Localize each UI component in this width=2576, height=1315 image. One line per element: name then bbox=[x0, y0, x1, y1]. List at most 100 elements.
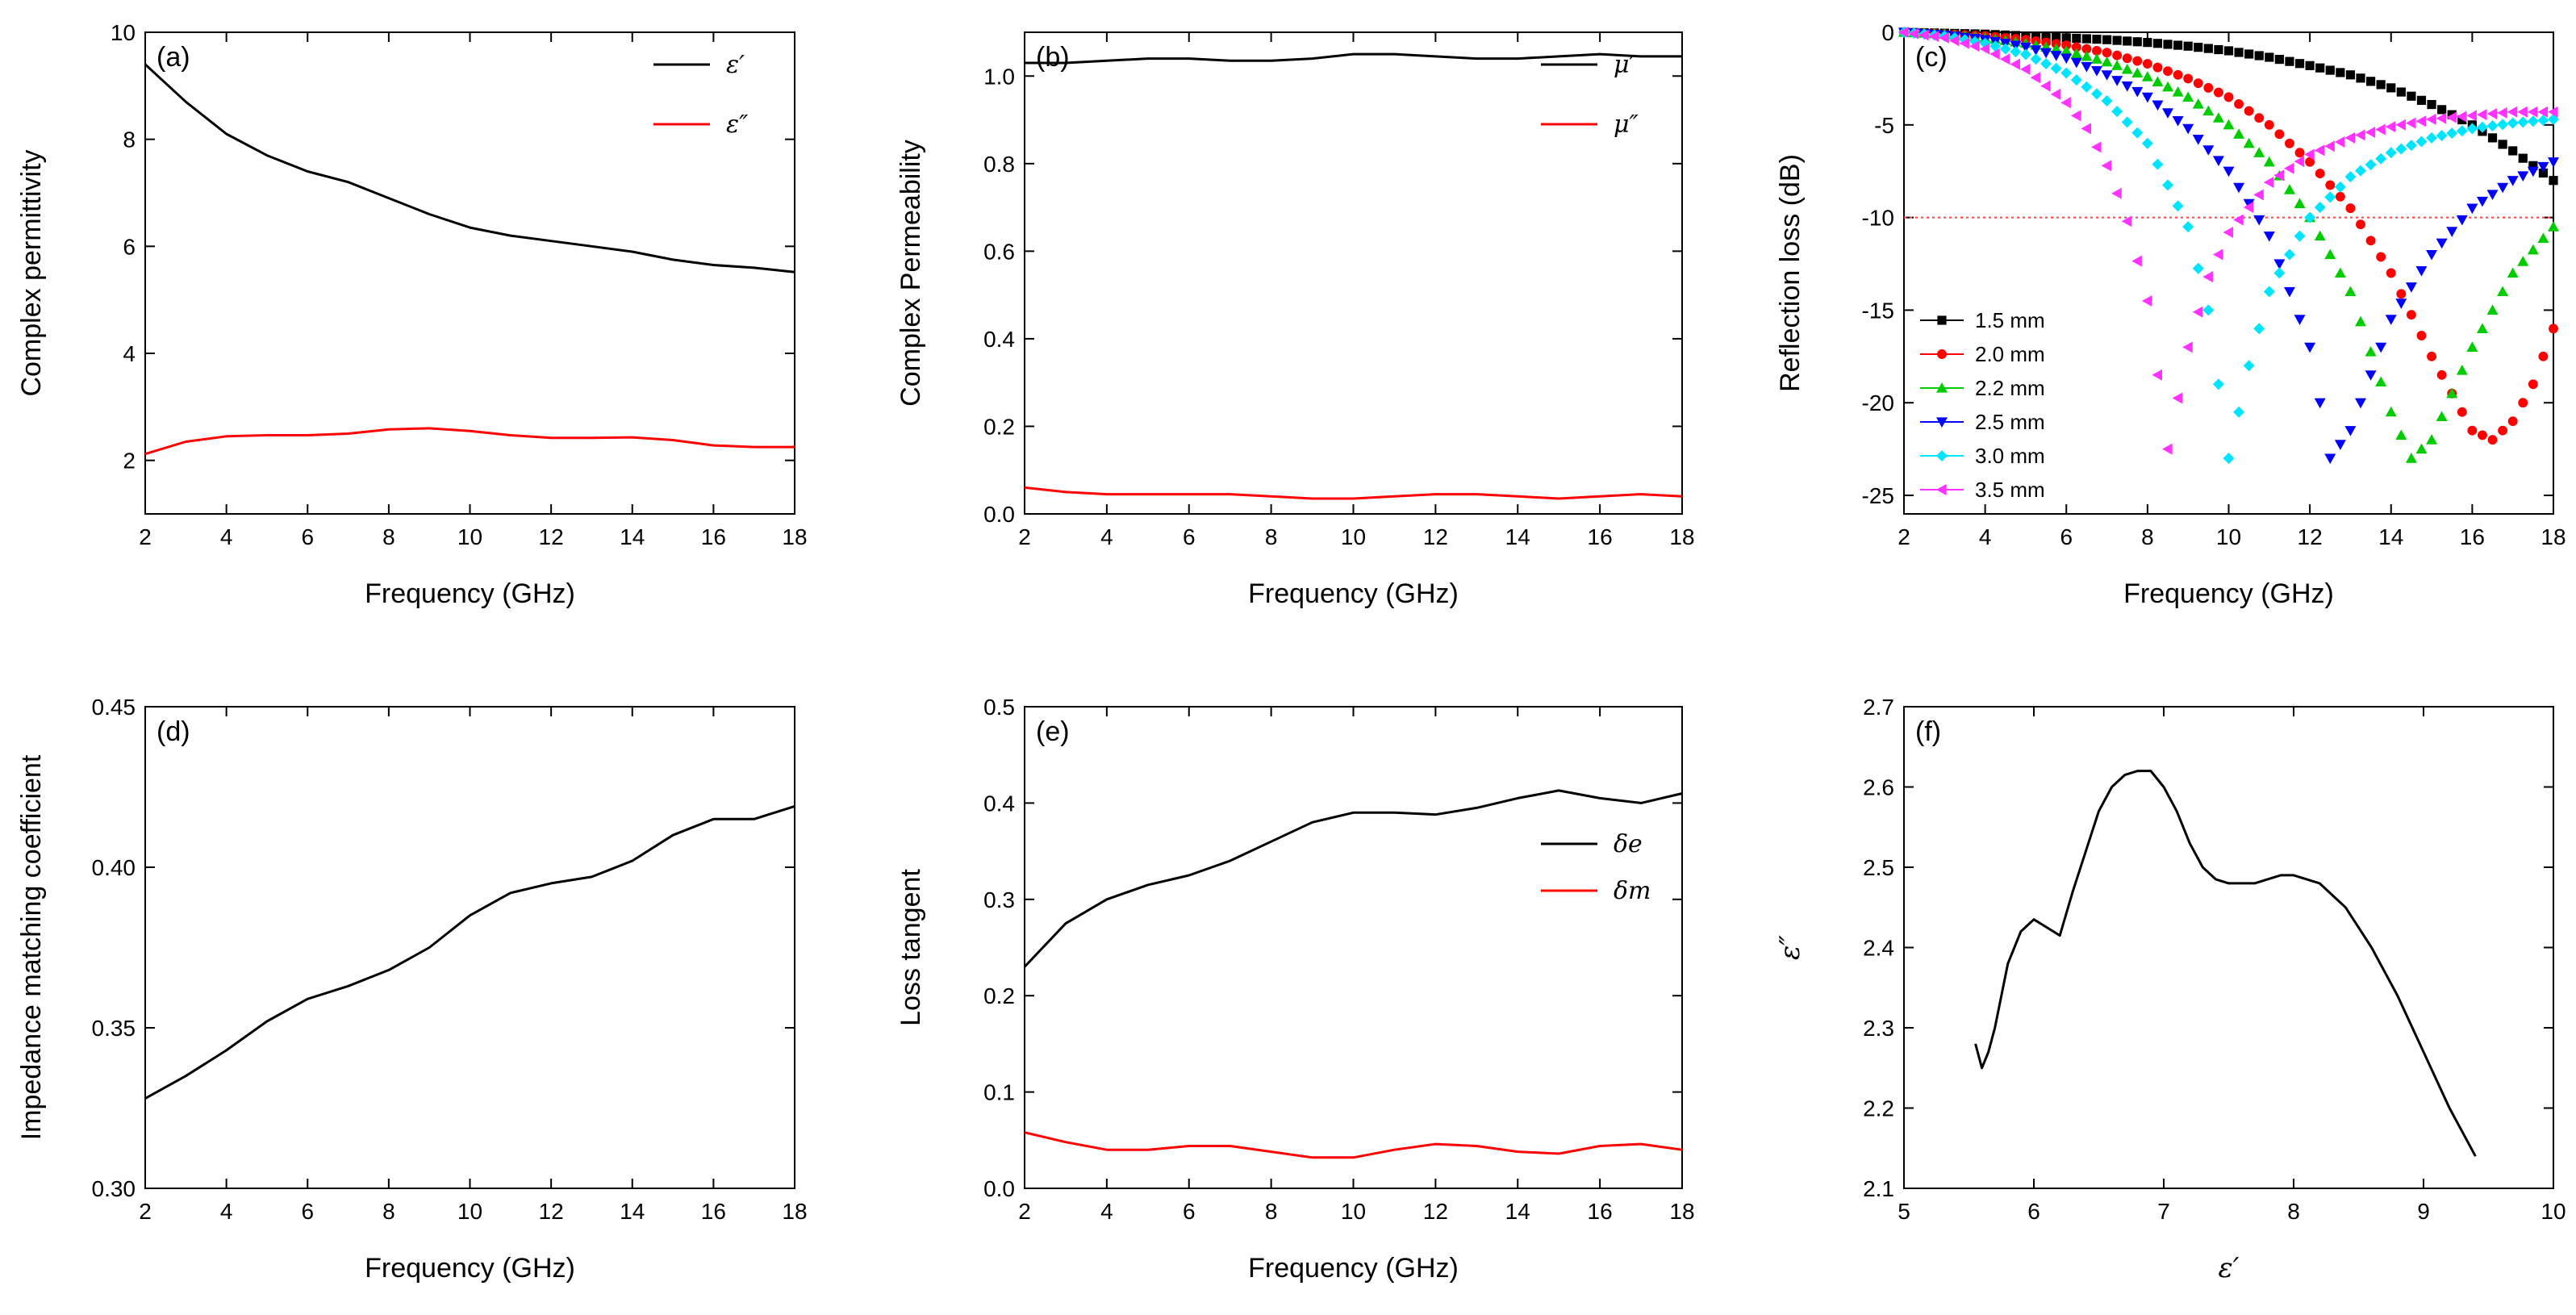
data-point bbox=[2263, 176, 2274, 188]
data-point bbox=[2416, 331, 2427, 340]
legend-marker bbox=[1936, 417, 1948, 428]
data-point bbox=[2263, 156, 2275, 167]
data-point bbox=[2324, 191, 2336, 203]
data-point bbox=[2537, 115, 2549, 127]
data-point bbox=[2192, 306, 2203, 318]
x-axis-title: Frequency (GHz) bbox=[1248, 578, 1459, 609]
data-point bbox=[2395, 298, 2407, 309]
data-point bbox=[2253, 215, 2265, 226]
data-point bbox=[2334, 136, 2345, 148]
data-point bbox=[2060, 67, 2073, 79]
data-point bbox=[2334, 181, 2346, 193]
y-axis-title: Complex permittivity bbox=[16, 149, 47, 396]
data-point bbox=[2212, 112, 2224, 123]
y-tick-label: 2.6 bbox=[1863, 775, 1894, 800]
data-point bbox=[2395, 143, 2407, 155]
data-point bbox=[2426, 249, 2438, 261]
data-point bbox=[2517, 106, 2528, 118]
data-point bbox=[2273, 169, 2284, 182]
data-point bbox=[2517, 256, 2529, 266]
y-tick-label: 2.3 bbox=[1863, 1016, 1894, 1041]
data-point bbox=[2356, 219, 2365, 230]
data-point bbox=[2527, 115, 2539, 127]
data-point bbox=[2213, 87, 2223, 98]
x-tick-label: 2 bbox=[139, 524, 152, 549]
legend-label: 2.5 mm bbox=[1975, 410, 2045, 434]
data-point bbox=[2314, 230, 2326, 241]
data-point bbox=[2334, 440, 2346, 450]
data-point bbox=[2081, 61, 2093, 73]
data-point bbox=[2375, 342, 2387, 353]
series-line-0 bbox=[1025, 52, 1682, 65]
data-point bbox=[2507, 416, 2518, 427]
data-point bbox=[2314, 201, 2326, 213]
legend-marker bbox=[1937, 315, 1947, 325]
data-point bbox=[2254, 113, 2265, 123]
data-point bbox=[2436, 238, 2448, 249]
data-point bbox=[2050, 88, 2061, 100]
data-point bbox=[2549, 176, 2558, 186]
data-point bbox=[2092, 46, 2102, 56]
data-point bbox=[2212, 156, 2224, 167]
x-tick-label: 12 bbox=[1423, 1199, 1448, 1224]
data-point bbox=[2294, 156, 2305, 168]
y-tick-label: 2 bbox=[123, 449, 136, 474]
data-point bbox=[2243, 198, 2255, 210]
data-point bbox=[2163, 40, 2173, 49]
data-point bbox=[2101, 94, 2113, 106]
data-point bbox=[2010, 58, 2020, 70]
data-point bbox=[2265, 52, 2274, 62]
data-point bbox=[2202, 304, 2215, 316]
x-tick-label: 10 bbox=[1341, 524, 1366, 549]
data-point bbox=[2111, 106, 2123, 118]
data-point bbox=[2446, 111, 2457, 123]
data-point bbox=[2324, 453, 2336, 465]
data-point bbox=[2507, 267, 2519, 278]
y-axis-title: Impedance matching coefficient bbox=[16, 754, 47, 1140]
plot-frame bbox=[144, 31, 795, 515]
data-point bbox=[2405, 453, 2417, 463]
panel-label: (c) bbox=[1915, 42, 1948, 73]
x-tick-label: 4 bbox=[1100, 1199, 1113, 1224]
data-point bbox=[2040, 80, 2051, 92]
x-tick-label: 12 bbox=[2298, 524, 2323, 549]
x-axis-title: Frequency (GHz) bbox=[1248, 1253, 1459, 1284]
data-point bbox=[2486, 108, 2498, 120]
data-point bbox=[2102, 48, 2112, 58]
data-point bbox=[2244, 49, 2254, 59]
data-point bbox=[1948, 35, 1960, 47]
data-point bbox=[2202, 145, 2215, 156]
x-tick-label: 6 bbox=[1183, 1199, 1196, 1224]
data-point bbox=[2517, 171, 2529, 182]
data-point bbox=[2131, 67, 2144, 78]
data-point bbox=[1979, 43, 1990, 55]
y-tick-label: 0.45 bbox=[92, 695, 136, 720]
data-point bbox=[2507, 176, 2519, 186]
legend-label: μ′ bbox=[1614, 51, 1635, 79]
data-point bbox=[2264, 119, 2274, 130]
data-point bbox=[2385, 147, 2397, 159]
panel-label: (f) bbox=[1915, 716, 1941, 747]
x-tick-label: 4 bbox=[220, 1199, 233, 1224]
x-tick-label: 4 bbox=[1979, 524, 1992, 549]
data-point bbox=[2070, 110, 2081, 122]
data-point bbox=[2304, 211, 2316, 223]
data-point bbox=[2386, 268, 2396, 278]
data-point bbox=[2234, 99, 2244, 109]
data-point bbox=[2345, 70, 2356, 80]
data-point bbox=[2121, 116, 2133, 128]
data-point bbox=[2426, 113, 2436, 125]
x-tick-label: 18 bbox=[782, 524, 807, 549]
data-point bbox=[1989, 40, 2002, 52]
x-tick-label: 4 bbox=[1100, 524, 1113, 549]
data-point bbox=[2061, 33, 2071, 43]
data-point bbox=[2111, 76, 2123, 86]
data-point bbox=[2141, 71, 2153, 81]
data-point bbox=[2406, 310, 2416, 320]
data-point bbox=[2375, 152, 2387, 165]
data-point bbox=[2243, 360, 2255, 372]
data-point bbox=[2518, 153, 2528, 163]
data-point bbox=[2507, 117, 2519, 129]
data-point bbox=[2486, 190, 2499, 200]
data-point bbox=[2385, 406, 2397, 417]
